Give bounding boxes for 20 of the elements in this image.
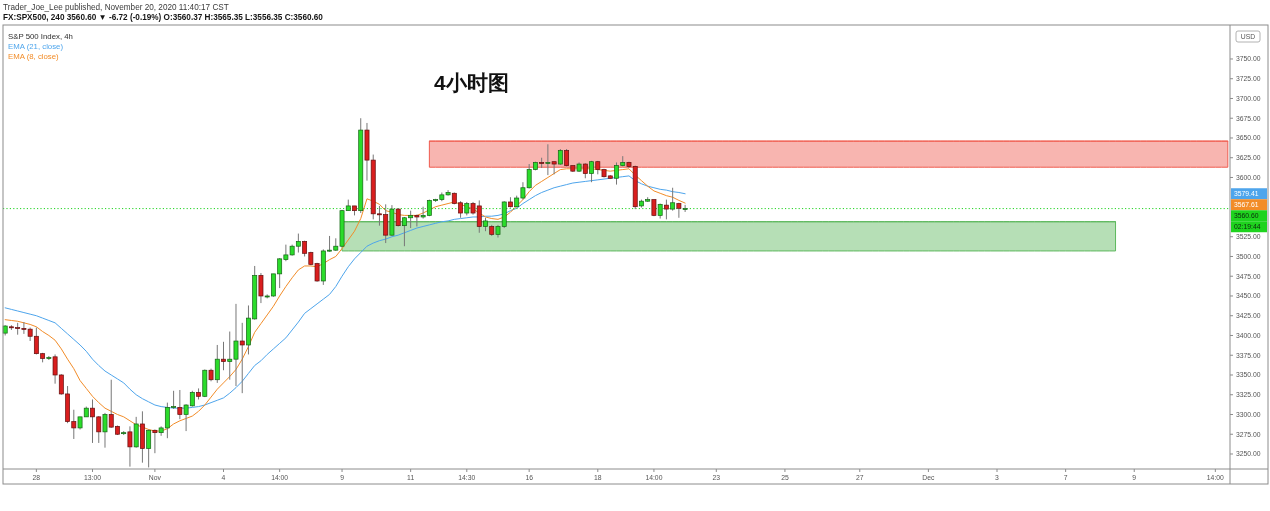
candlestick xyxy=(258,272,264,304)
candlestick xyxy=(221,341,226,371)
text: Trader_Joe_Lee published, November 20, 2020 11:40:17 CST xyxy=(3,3,229,12)
candlestick xyxy=(102,412,108,449)
candlestick xyxy=(682,204,688,213)
candlestick xyxy=(670,187,676,212)
candlestick xyxy=(551,161,557,175)
candlestick xyxy=(133,416,139,449)
candlestick xyxy=(177,389,183,420)
candlestick xyxy=(664,199,669,220)
text: 4小时图 xyxy=(434,71,509,94)
candlestick xyxy=(146,429,152,468)
candlestick xyxy=(676,202,682,219)
candlestick xyxy=(127,425,133,468)
candlestick xyxy=(214,344,220,384)
candlestick xyxy=(152,429,158,454)
text: FX:SPX500, 240 3560.60 ▼ -6.72 (-0.19%) O:3560.37 H:3565.35 L:3556.35 C:3560.60 xyxy=(3,12,324,22)
candlestick xyxy=(239,322,245,394)
candlestick xyxy=(414,214,420,227)
candlestick xyxy=(545,143,551,176)
